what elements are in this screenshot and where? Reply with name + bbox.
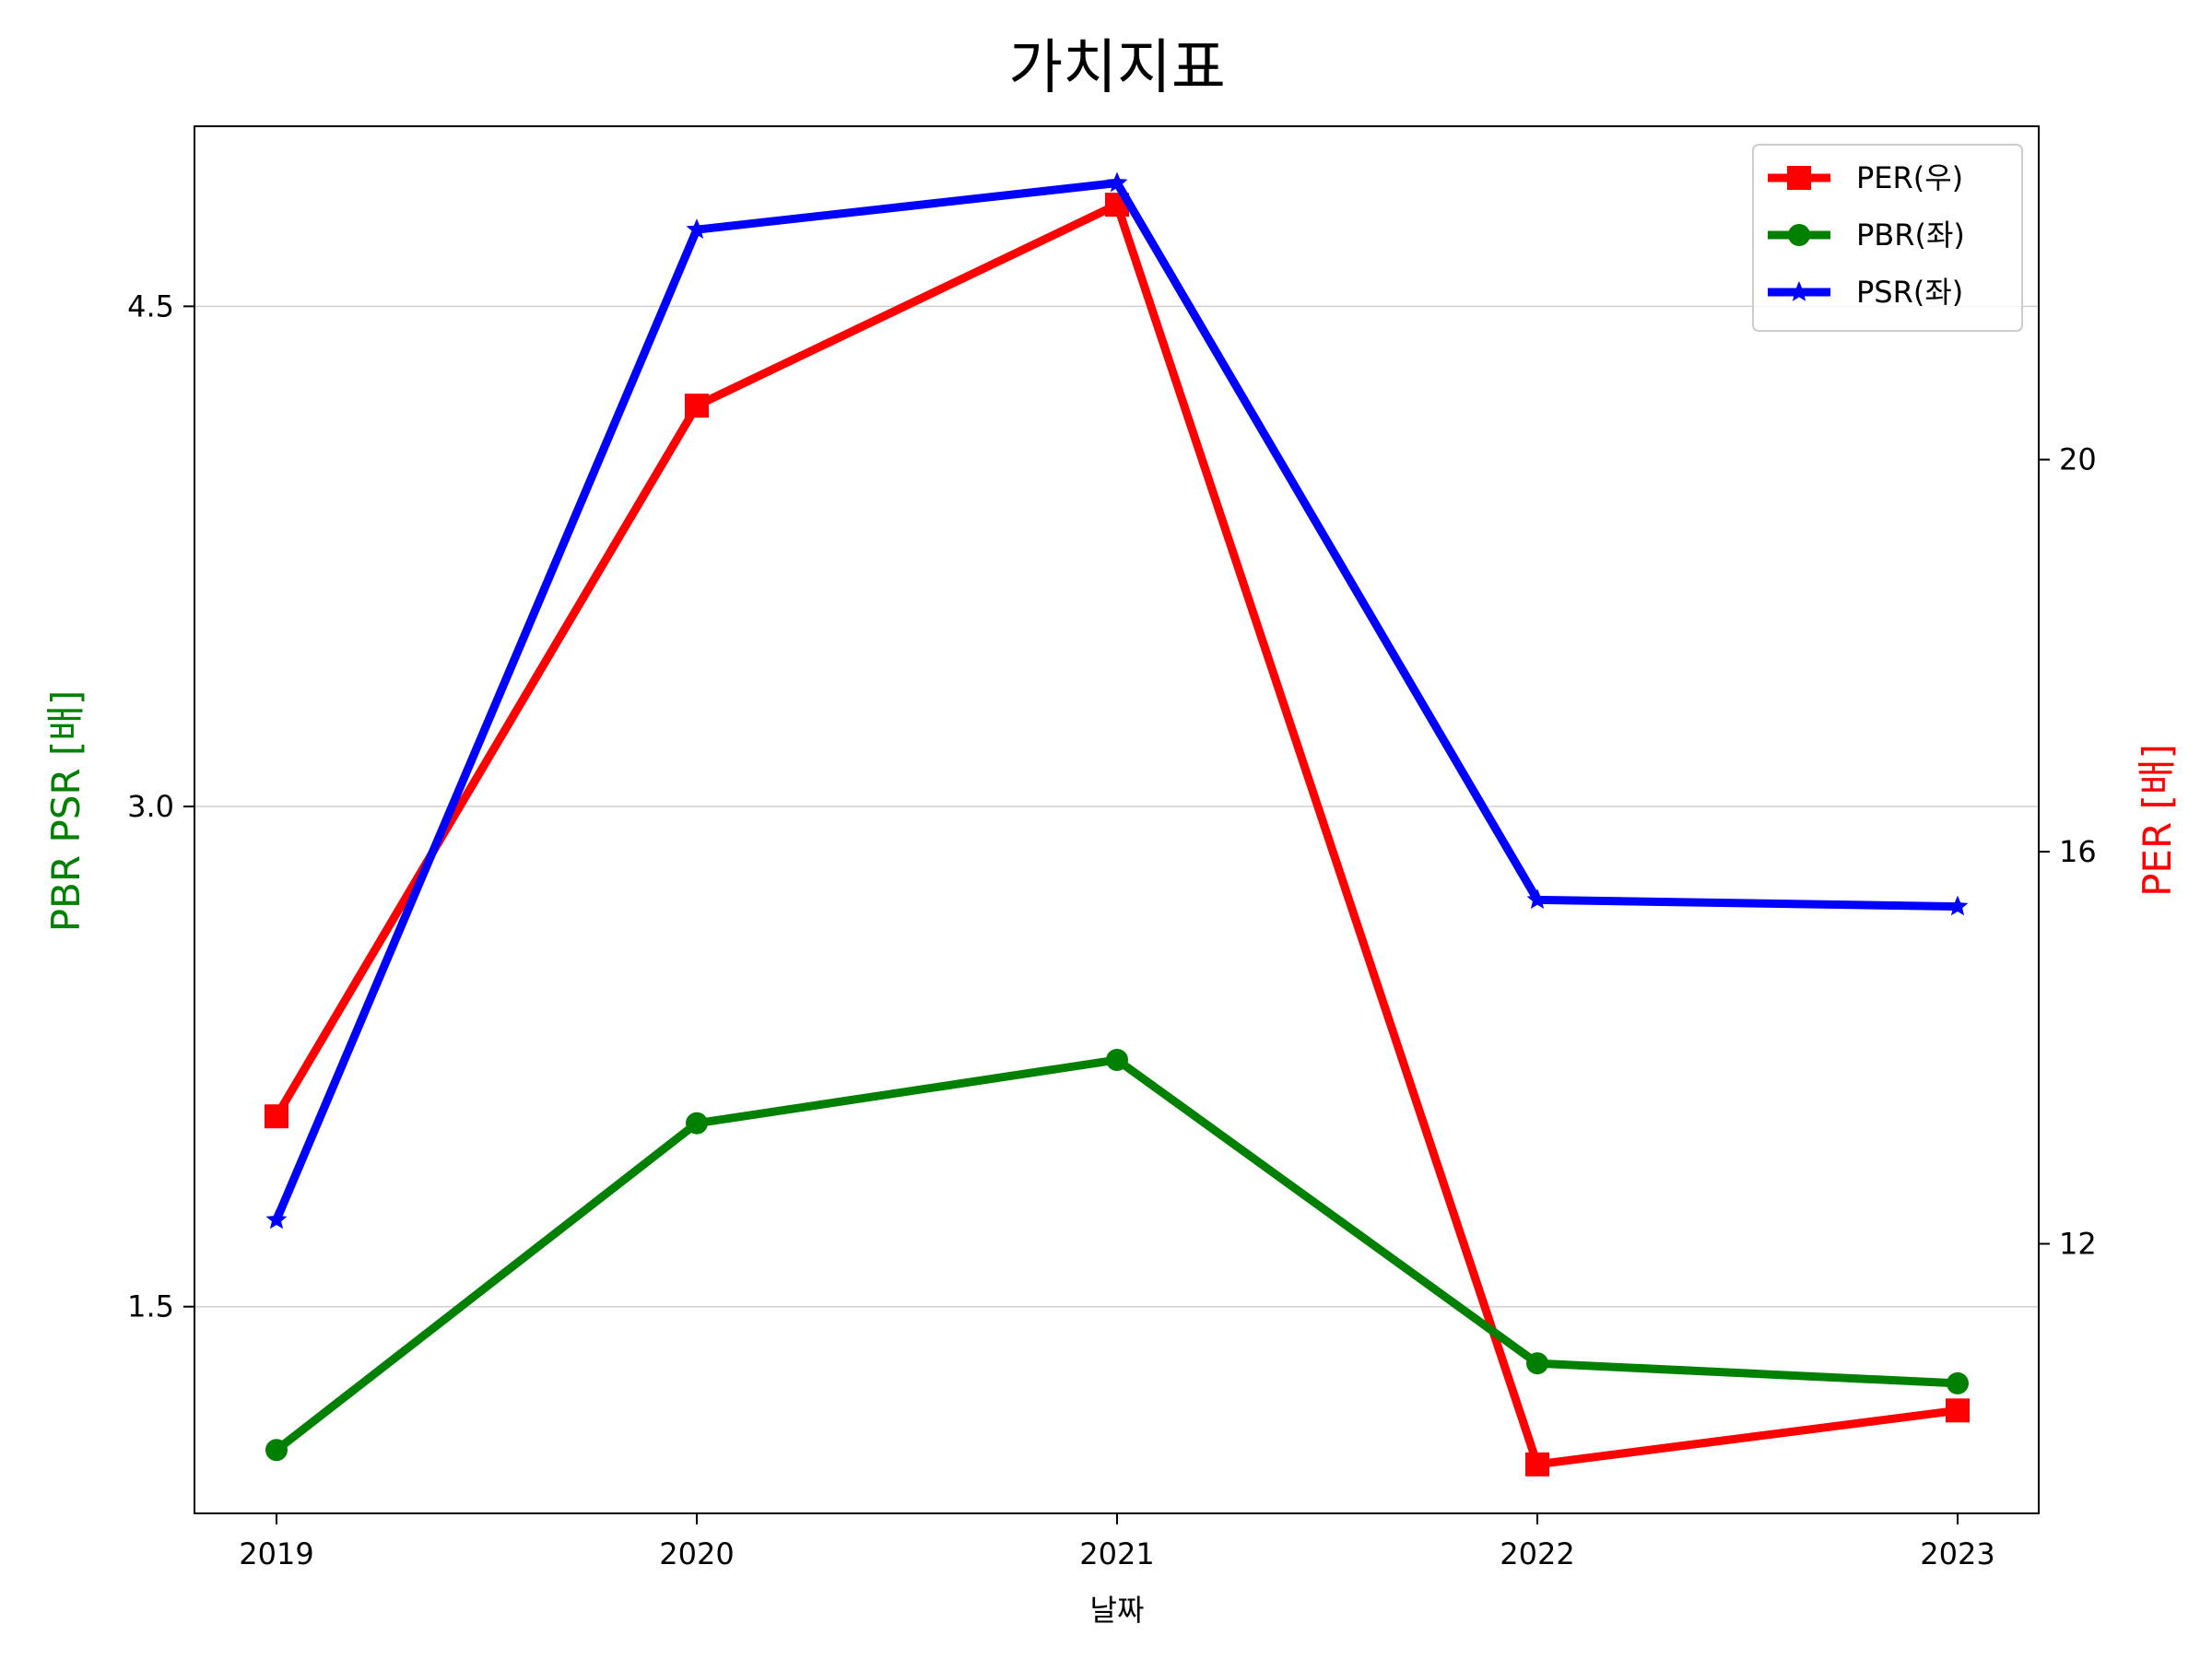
left-y-tick-label: 4.5 <box>127 288 174 324</box>
legend-item: PER(우) <box>1768 160 1963 195</box>
left-y-tick-label: 1.5 <box>127 1289 174 1324</box>
series-1 <box>265 1048 1969 1462</box>
series-0-markers <box>265 193 1970 1477</box>
left-y-tick-label: 3.0 <box>127 789 174 824</box>
x-tick-label: 2023 <box>1920 1536 1994 1571</box>
x-tick-label: 2021 <box>1079 1536 1154 1571</box>
legend-item: PBR(좌) <box>1768 218 1965 253</box>
data-point <box>1946 1398 1970 1423</box>
data-point <box>265 1208 288 1230</box>
series-line <box>272 200 1962 1469</box>
legend-label: PBR(좌) <box>1856 218 1965 253</box>
data-point <box>265 1439 288 1462</box>
left-y-axis-label: PBR PSR [배] <box>43 690 88 933</box>
data-point <box>685 394 709 418</box>
data-point <box>1106 171 1128 193</box>
series-2 <box>265 171 1969 1230</box>
left-y-axis-ticks: 1.5 3.0 4.5 <box>127 288 194 1324</box>
data-point <box>1526 1352 1548 1375</box>
legend-marker <box>1788 281 1810 301</box>
data-point <box>686 1112 708 1135</box>
legend-item: PSR(좌) <box>1768 275 1963 310</box>
legend: PER(우) PBR(좌) PSR(좌) <box>1752 144 2023 332</box>
data-point <box>265 1104 288 1129</box>
data-point <box>1947 1371 1969 1394</box>
series-2-markers <box>265 171 1969 1230</box>
legend-marker <box>1788 224 1810 246</box>
right-y-tick-label: 20 <box>2059 442 2097 477</box>
series-1-markers <box>265 1048 1969 1462</box>
x-axis-label: 날짜 <box>1090 1593 1145 1628</box>
legend-label: PER(우) <box>1856 160 1963 195</box>
right-y-axis-ticks: 12 16 20 <box>2039 442 2097 1262</box>
x-axis-ticks: 2019 2020 2021 2022 2023 <box>239 1513 1995 1571</box>
legend-label: PSR(좌) <box>1856 275 1963 310</box>
x-tick-label: 2019 <box>239 1536 313 1571</box>
plot-area-frame <box>194 125 2040 1514</box>
right-y-tick-label: 16 <box>2059 834 2097 869</box>
right-y-tick-label: 12 <box>2059 1227 2097 1262</box>
data-point <box>1526 888 1548 909</box>
legend-box <box>1752 144 2023 332</box>
data-point <box>1947 895 1969 916</box>
series-line <box>272 1055 1962 1454</box>
chart-title: 가치지표 <box>1008 34 1226 102</box>
x-tick-label: 2022 <box>1500 1536 1574 1571</box>
gridlines <box>194 305 2039 1308</box>
series-lines <box>265 171 1970 1477</box>
data-point <box>1106 1048 1128 1071</box>
data-point <box>686 218 708 239</box>
data-point <box>1525 1452 1549 1477</box>
series-0 <box>265 193 1970 1477</box>
legend-marker <box>1787 166 1811 190</box>
x-tick-label: 2020 <box>659 1536 734 1571</box>
right-y-axis-label: PER [배] <box>2135 744 2180 897</box>
